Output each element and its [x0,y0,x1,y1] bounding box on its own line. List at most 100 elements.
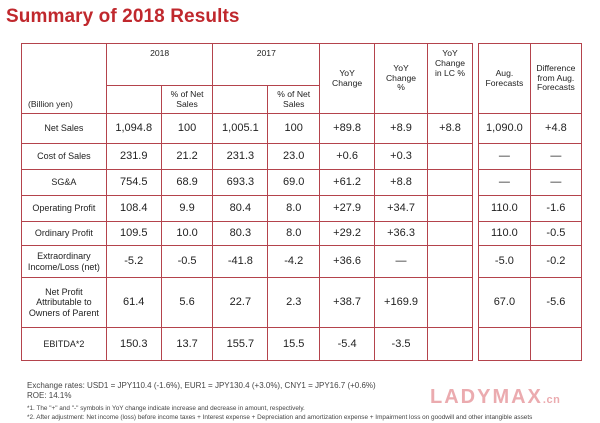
value-2017-cell: 80.3 [212,221,269,246]
aug-forecast-cell: -5.0 [478,245,531,278]
table-row: Net Profit Attributable to Owners of Par… [21,277,473,328]
pct-2017-cell: 2.3 [267,277,321,328]
yoy-change-lc-cell [427,245,473,278]
yoy-change-cell: -5.4 [319,327,376,361]
value-2018-cell: 109.5 [105,221,162,246]
yoy-change-cell: +61.2 [319,169,376,196]
row-label-cell: Extraordinary Income/Loss (net) [21,245,107,278]
value-2018-cell: 61.4 [105,277,162,328]
diff-forecasts-header: Difference from Aug. Forecasts [529,43,583,114]
pct-2018-cell: 5.6 [160,277,214,328]
unit-label: (Billion yen) [28,99,73,110]
value-2018-cell: -5.2 [105,245,162,278]
value-2017-cell: -41.8 [212,245,269,278]
yoy-change-cell: +29.2 [319,221,376,246]
yoy-change-pct-cell: — [374,245,428,278]
table-row: Net Sales 1,094.8 100 1,005.1 100 +89.8 +8.9 +8… [21,113,473,144]
aug-forecast-cell: 1,090.0 [478,113,531,144]
table-row: Cost of Sales 231.9 21.2 231.3 23.0 +0.6 +0.3 [21,143,473,170]
aug-forecast-cell: 67.0 [478,277,531,328]
aug-forecast-cell: 110.0 [478,195,531,222]
forecast-table: Aug. Forecasts Difference from Aug. Fore… [478,43,583,361]
pct-2018-cell: 10.0 [160,221,214,246]
yoy-change-lc-cell [427,277,473,328]
yoy-change-cell: +89.8 [319,113,376,144]
pct-2018-cell: 13.7 [160,327,214,361]
row-label-cell: Operating Profit [21,195,107,222]
value-2018-cell: 108.4 [105,195,162,222]
table-row: Operating Profit 108.4 9.9 80.4 8.0 +27.9 +34.… [21,195,473,222]
pct-2018-cell: 68.9 [160,169,214,196]
v2017-subheader [212,85,269,114]
year-2017-header: 2017 [212,43,321,86]
value-2018-cell: 150.3 [105,327,162,361]
pct-2018-cell: 9.9 [160,195,214,222]
table-row: Ordinary Profit 109.5 10.0 80.3 8.0 +29.2 +36.… [21,221,473,246]
yoy-change-cell: +38.7 [319,277,376,328]
yoy-change-cell: +36.6 [319,245,376,278]
forecast-row: — — [478,143,583,170]
table-row: Extraordinary Income/Loss (net) -5.2 -0.5-… [21,245,473,278]
pct-2017-cell: 8.0 [267,221,321,246]
row-label-cell: SG&A [21,169,107,196]
pct-2018-cell: 21.2 [160,143,214,170]
diff-forecast-cell: -0.5 [529,221,583,246]
forecast-row: -5.0 -0.2 [478,245,583,278]
row-label-cell: Cost of Sales [21,143,107,170]
diff-forecast-cell: — [529,169,583,196]
v2018-subheader [105,85,162,114]
value-2017-cell: 693.3 [212,169,269,196]
aug-forecasts-header: Aug. Forecasts [478,43,531,114]
yoy-change-lc-cell: +8.8 [427,113,473,144]
row-label-cell: Net Sales [21,113,107,144]
yoy-change-lc-cell [427,327,473,361]
pct-2017-cell: 15.5 [267,327,321,361]
value-2017-cell: 155.7 [212,327,269,361]
exchange-rates-note: Exchange rates: USD1 = JPY110.4 (-1.6%),… [27,381,376,390]
diff-forecast-cell: — [529,143,583,170]
page-title: Summary of 2018 Results [6,6,240,27]
forecast-row: 1,090.0 +4.8 [478,113,583,144]
diff-forecast-cell [529,327,583,361]
forecast-row [478,327,583,361]
yoy-change-pct-cell: +34.7 [374,195,428,222]
yoy-change-cell: +0.6 [319,143,376,170]
unit-header-cell: (Billion yen) [21,43,107,114]
yoy-change-pct-cell: +169.9 [374,277,428,328]
aug-forecast-cell: 110.0 [478,221,531,246]
value-2018-cell: 754.5 [105,169,162,196]
pct-2018-cell: -0.5 [160,245,214,278]
pct-sales-2018-header: % of Net Sales [160,85,214,114]
year-2018-header: 2018 [105,43,214,86]
footnote-2: *2. After adjustment: Net income (loss) … [27,414,533,421]
pct-2018-cell: 100 [160,113,214,144]
yoy-change-lc-cell [427,195,473,222]
results-table: (Billion yen) 2018 2017 YoY Change YoY C… [21,43,473,361]
yoy-change-lc-cell [427,143,473,170]
table-row: SG&A 754.5 68.9 693.3 69.0 +61.2 +8.8 [21,169,473,196]
forecast-row: 110.0 -0.5 [478,221,583,246]
yoy-change-pct-cell: +0.3 [374,143,428,170]
pct-2017-cell: 69.0 [267,169,321,196]
value-2017-cell: 231.3 [212,143,269,170]
value-2018-cell: 231.9 [105,143,162,170]
value-2018-cell: 1,094.8 [105,113,162,144]
forecast-row: 110.0 -1.6 [478,195,583,222]
row-label-cell: Net Profit Attributable to Owners of Par… [21,277,107,328]
aug-forecast-cell [478,327,531,361]
yoy-change-pct-cell: -3.5 [374,327,428,361]
aug-forecast-cell: — [478,143,531,170]
diff-forecast-cell: -0.2 [529,245,583,278]
yoy-change-lc-cell [427,169,473,196]
value-2017-cell: 22.7 [212,277,269,328]
yoy-change-pct-cell: +8.8 [374,169,428,196]
forecast-row: 67.0 -5.6 [478,277,583,328]
pct-2017-cell: 100 [267,113,321,144]
pct-sales-2017-header: % of Net Sales [267,85,321,114]
yoy-change-pct-header: YoY Change % [374,43,428,114]
yoy-change-lc-header: YoY Change in LC % [427,43,473,114]
roe-note: ROE: 14.1% [27,391,72,400]
yoy-change-pct-cell: +36.3 [374,221,428,246]
watermark-logo: LADYMAX.cn [430,386,561,408]
diff-forecast-cell: -1.6 [529,195,583,222]
